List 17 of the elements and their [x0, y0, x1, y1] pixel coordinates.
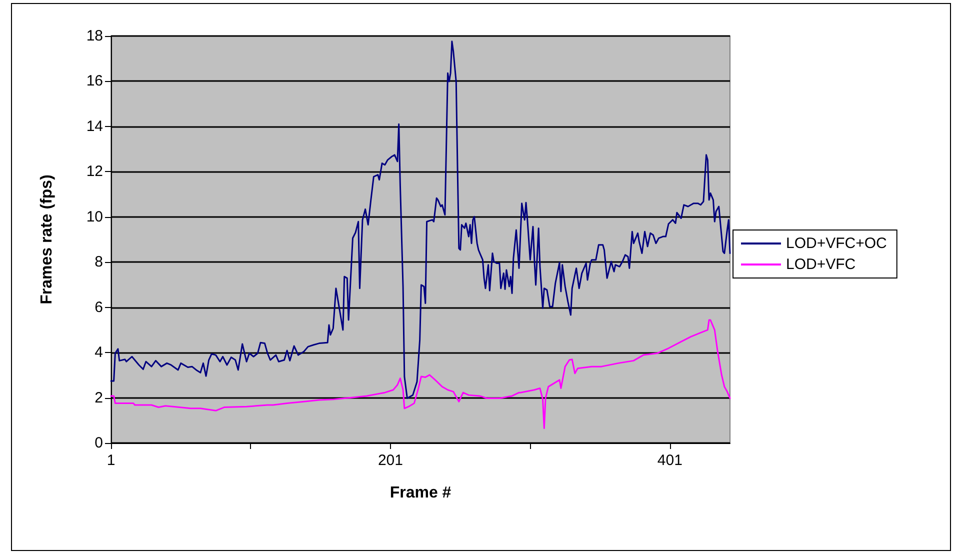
x-tick-label: 401 — [657, 452, 682, 469]
y-tick-label: 18 — [86, 28, 103, 44]
y-tick-label: 4 — [94, 344, 103, 362]
y-tick-label: 12 — [86, 163, 103, 180]
y-axis-title: Frames rate (fps) — [38, 174, 56, 304]
x-axis-title: Frame # — [390, 484, 452, 502]
x-tick-label: 1 — [106, 452, 116, 469]
legend-label: LOD+VFC — [786, 256, 856, 273]
legend-label: LOD+VFC+OC — [786, 235, 888, 252]
y-tick-label: 10 — [86, 208, 103, 226]
y-tick-label: 0 — [94, 434, 103, 452]
y-tick-label: 2 — [94, 389, 103, 406]
y-tick-label: 16 — [86, 72, 103, 90]
y-tick-label: 8 — [94, 254, 103, 271]
x-tick-label: 201 — [378, 452, 403, 469]
y-tick-label: 6 — [94, 298, 103, 316]
y-tick-label: 14 — [86, 118, 103, 135]
